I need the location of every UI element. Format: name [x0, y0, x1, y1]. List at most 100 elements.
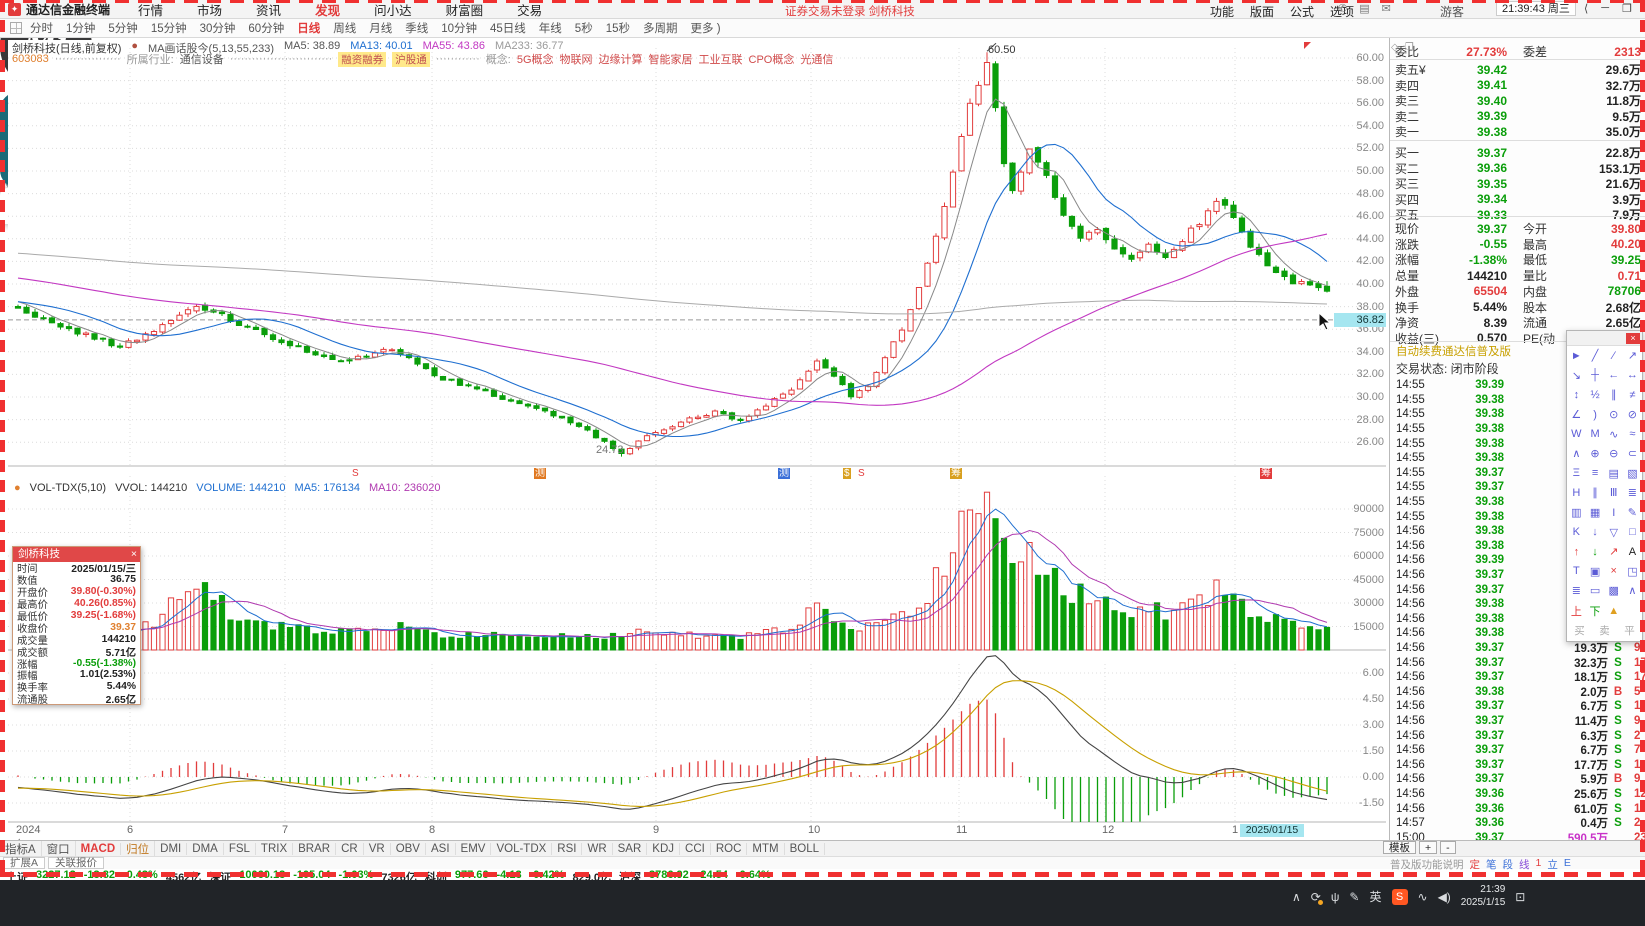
indicator-tab-窗口[interactable]: 窗口	[42, 840, 76, 857]
ext-tab-关联报价[interactable]: 关联报价	[48, 857, 105, 869]
concept-link[interactable]: 工业互联	[698, 54, 743, 66]
pen-icon[interactable]: ✎	[1349, 889, 1360, 904]
bid-row[interactable]: 买二 39.36 153.1万	[1395, 161, 1641, 176]
draw-tool-icon-12[interactable]: ∠	[1571, 409, 1582, 422]
draw-tool-icon-49[interactable]: ▭	[1589, 585, 1601, 598]
menu-item-市场[interactable]: 市场	[197, 3, 223, 18]
indicator-tab-VR[interactable]: VR	[364, 842, 391, 855]
event-badge-$[interactable]: $	[843, 468, 851, 479]
tick-row[interactable]: 14:56 39.37 32.3万 S 17	[1390, 655, 1645, 670]
period-多周期[interactable]: 多周期	[643, 23, 678, 35]
edition-glyph[interactable]: E	[1563, 857, 1571, 869]
edition-glyph[interactable]: 1	[1535, 857, 1542, 869]
draw-tool-icon-25[interactable]: ≡	[1591, 467, 1599, 480]
tick-row[interactable]: 14:56 39.37	[1390, 568, 1645, 583]
indicator-tab-WR[interactable]: WR	[582, 842, 613, 855]
template-btn-+[interactable]: +	[1419, 841, 1438, 854]
draw-tool-icon-30[interactable]: Ⅲ	[1609, 487, 1618, 500]
period-15分钟[interactable]: 15分钟	[150, 23, 187, 35]
layout-grid-icon[interactable]	[10, 22, 22, 34]
edition-glyph[interactable]: 段	[1502, 859, 1514, 871]
indicator-tab-MTM[interactable]: MTM	[747, 842, 785, 855]
indicator-tab-OBV[interactable]: OBV	[391, 842, 426, 855]
edition-glyph[interactable]: 线	[1519, 859, 1530, 871]
draw-tool-icon-5[interactable]: ┼	[1591, 369, 1599, 382]
volume-icon[interactable]: ◀)	[1437, 889, 1451, 904]
draw-tool-icon-45[interactable]: ▣	[1589, 565, 1601, 578]
draw-tool-icon-22[interactable]: ⊖	[1609, 448, 1619, 461]
indicator-tab-归位[interactable]: 归位	[121, 840, 156, 857]
stat-row[interactable]: 涨跌 -0.55 最高 40.20	[1395, 237, 1641, 252]
event-badge-S[interactable]: S	[858, 468, 865, 479]
concept-link[interactable]: 光通信	[800, 54, 834, 66]
draw-tool-icon-43[interactable]: A	[1628, 545, 1637, 558]
tick-row[interactable]: 14:57 39.36 0.4万 S 2	[1390, 816, 1645, 831]
tick-row[interactable]: 14:55 39.38	[1390, 422, 1645, 437]
stat-row[interactable]: 换手 5.44% 股本 2.68亿	[1395, 300, 1641, 315]
draw-tool-icon-10[interactable]: ∥	[1610, 389, 1617, 402]
indicator-tab-VOL-TDX[interactable]: VOL-TDX	[491, 842, 553, 855]
header-icon-2[interactable]: ✉	[1381, 3, 1391, 15]
draw-tool-icon-13[interactable]: )	[1593, 408, 1597, 421]
menu-item-财富圈[interactable]: 财富圈	[445, 3, 484, 18]
draw-tool-icon-52[interactable]: 上	[1570, 605, 1582, 618]
indicator-tab-指标A[interactable]: 指标A	[0, 840, 42, 857]
bid-row[interactable]: 买四 39.34 3.9万	[1395, 192, 1641, 207]
period-10分钟[interactable]: 10分钟	[441, 23, 477, 35]
mic-icon[interactable]: ψ	[1330, 889, 1340, 904]
tick-row[interactable]: 14:55 39.39	[1390, 378, 1645, 393]
tick-row[interactable]: 14:56 39.38	[1390, 597, 1645, 612]
menu-item-问小达[interactable]: 问小达	[374, 3, 412, 18]
stat-row[interactable]: 净资 8.39 流通 2.65亿	[1395, 315, 1641, 331]
draw-tool-icon-21[interactable]: ⊕	[1590, 448, 1600, 461]
tick-row[interactable]: 14:56 39.37 6.3万 S 2	[1390, 728, 1645, 743]
draw-tool-icon-7[interactable]: ↔	[1626, 369, 1638, 382]
drawing-toolbar[interactable]: × ► ╱ ∕ ↗ ↘ ┼ ← ↔ ↕ ½ ∥ ≠ ∠) ⊙ ⊘ W M ∿ ≈ ∧ ⊕ ⊖ ⊂ Ξ ≡ ▤ ▧ Η ∥ Ⅲ ≣ ▥ ▦ Ι ✎ Κ ↓…	[1566, 330, 1643, 642]
concept-link[interactable]: 智能家居	[648, 54, 693, 66]
tick-row[interactable]: 14:56 39.36 61.0万 S 14	[1390, 801, 1645, 816]
menu-item-行情[interactable]: 行情	[138, 3, 164, 18]
draw-tool-icon-9[interactable]: ½	[1590, 388, 1600, 401]
draw-tool-icon-29[interactable]: ∥	[1592, 487, 1598, 500]
indicator-tab-FSL[interactable]: FSL	[224, 842, 256, 855]
period-15秒[interactable]: 15秒	[605, 23, 630, 35]
tick-row[interactable]: 14:56 39.39	[1390, 553, 1645, 568]
draw-tool-icon-35[interactable]: ✎	[1627, 507, 1638, 520]
indicator-tab-KDJ[interactable]: KDJ	[647, 842, 681, 855]
tick-row[interactable]: 14:56 39.38	[1390, 539, 1645, 554]
header-menu-选项[interactable]: 选项	[1330, 5, 1355, 19]
back-icon[interactable]: ⟨	[1584, 3, 1589, 15]
draw-tool-icon-23[interactable]: ⊂	[1627, 448, 1638, 461]
tick-row[interactable]: 14:55 39.38	[1390, 509, 1645, 524]
period-30分钟[interactable]: 30分钟	[199, 23, 236, 35]
period-5分钟[interactable]: 5分钟	[108, 23, 138, 35]
tick-row[interactable]: 14:56 39.37	[1390, 582, 1645, 597]
indicator-tab-EMV[interactable]: EMV	[456, 842, 492, 855]
close-icon[interactable]: ×	[130, 548, 137, 560]
event-badge-S[interactable]: S	[352, 468, 359, 479]
bid-row[interactable]: 买五 39.33 7.9万	[1395, 207, 1641, 223]
stat-row[interactable]: 外盘 65504 内盘 78706	[1395, 284, 1641, 299]
ask-row[interactable]: 卖三 39.40 11.8万	[1395, 93, 1641, 109]
tick-row[interactable]: 14:55 39.38	[1390, 495, 1645, 510]
event-badge-筹[interactable]: 筹	[1260, 468, 1272, 479]
draw-tool-icon-32[interactable]: ▥	[1571, 507, 1582, 520]
drawing-toolbar-header[interactable]: ×	[1567, 331, 1642, 346]
draw-tool-icon-1[interactable]: ╱	[1591, 350, 1599, 363]
template-btn--[interactable]: -	[1440, 841, 1456, 854]
draw-tool-icon-40[interactable]: ↑	[1573, 545, 1580, 558]
tick-row[interactable]: 14:56 39.38 2.0万 B 5	[1390, 684, 1645, 699]
indicator-tab-SAR[interactable]: SAR	[613, 842, 648, 855]
draw-tool-icon-37[interactable]: ↓	[1592, 526, 1598, 539]
draw-tool-icon-4[interactable]: ↘	[1571, 369, 1581, 382]
draw-tool-icon-39[interactable]: □	[1629, 526, 1636, 539]
tick-row[interactable]: 14:55 39.37	[1390, 466, 1645, 481]
indicator-tab-ROC[interactable]: ROC	[711, 842, 748, 855]
stat-row[interactable]: 涨幅 -1.38% 最低 39.25	[1395, 252, 1641, 268]
draw-tool-icon-54[interactable]: ▲	[1608, 604, 1620, 617]
wifi-icon[interactable]: ∿	[1417, 889, 1428, 904]
edition-glyph[interactable]: 笔	[1486, 859, 1497, 871]
stat-row[interactable]: 现价 39.37 今开 39.80	[1395, 221, 1641, 237]
tray-clock[interactable]: 21:39 2025/1/15	[1461, 884, 1506, 909]
indicator-tab-RSI[interactable]: RSI	[552, 842, 583, 855]
